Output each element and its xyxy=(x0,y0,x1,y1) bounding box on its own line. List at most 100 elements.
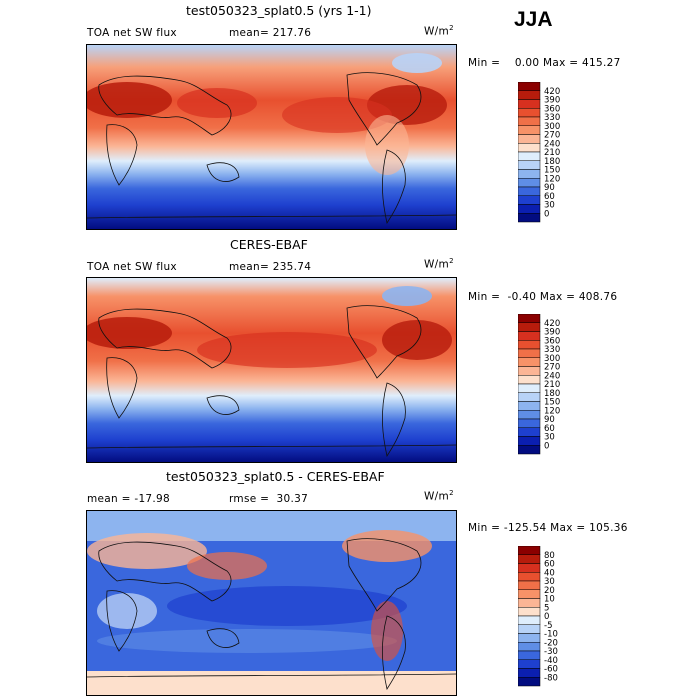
colorbar-swatch xyxy=(517,598,541,608)
colorbar-tick-label: 0 xyxy=(544,209,549,219)
colorbar-swatch xyxy=(517,322,541,332)
panel-1-minmax: Min = 0.00 Max = 415.27 xyxy=(468,57,621,69)
colorbar-tick-label: -5 xyxy=(544,621,552,631)
colorbar-tick-label: 180 xyxy=(544,389,560,399)
colorbar-tick-label: -80 xyxy=(544,673,558,683)
panel-3-map-graphic xyxy=(87,511,456,695)
colorbar-tick-label: 300 xyxy=(544,354,560,364)
colorbar-swatch xyxy=(517,160,541,170)
colorbar-tick-label: 240 xyxy=(544,139,560,149)
colorbar-tick-label: 420 xyxy=(544,87,560,97)
colorbar-tick-label: 80 xyxy=(544,551,555,561)
colorbar-tick-label: 240 xyxy=(544,371,560,381)
colorbar-tick-label: 330 xyxy=(544,113,560,123)
colorbar-swatch xyxy=(517,418,541,428)
colorbar-swatch xyxy=(517,677,541,687)
season-label: JJA xyxy=(514,8,553,31)
colorbar-swatch xyxy=(517,427,541,437)
colorbar-tick-label: 0 xyxy=(544,612,549,622)
colorbar-swatch xyxy=(517,204,541,214)
panel-2-field-name: TOA net SW flux xyxy=(87,261,177,273)
colorbar-tick-label: 420 xyxy=(544,319,560,329)
colorbar-swatch xyxy=(517,607,541,617)
colorbar-tick-label: 120 xyxy=(544,406,560,416)
panel-3-rmse: rmse = 30.37 xyxy=(229,493,309,505)
colorbar-tick-label: 330 xyxy=(544,345,560,355)
colorbar-tick-label: 360 xyxy=(544,104,560,114)
colorbar-swatch xyxy=(517,331,541,341)
colorbar-tick-label: -30 xyxy=(544,647,558,657)
colorbar-swatch xyxy=(517,563,541,573)
colorbar-swatch xyxy=(517,134,541,144)
panel-3-colorbar: 80 60 40 30 20 10 5 0 -5 -10 -20 -30 -40 -60 -80 xyxy=(517,545,598,695)
panel-1-map-graphic xyxy=(87,45,456,229)
colorbar-swatch xyxy=(517,116,541,126)
colorbar-tick-label: 5 xyxy=(544,603,549,613)
colorbar-tick-label: 390 xyxy=(544,328,560,338)
colorbar-swatch xyxy=(517,99,541,109)
colorbar-swatch xyxy=(517,178,541,188)
colorbar-swatch xyxy=(517,633,541,643)
colorbar-tick-label: 300 xyxy=(544,122,560,132)
colorbar-tick-label: 40 xyxy=(544,568,555,578)
colorbar-swatch xyxy=(517,615,541,625)
panel-2-units: W/m2 xyxy=(424,257,454,271)
colorbar-tick-label: 90 xyxy=(544,415,555,425)
colorbar-tick-label: 270 xyxy=(544,131,560,141)
colorbar-tick-label: 210 xyxy=(544,148,560,158)
colorbar-swatch xyxy=(517,572,541,582)
colorbar-tick-label: -20 xyxy=(544,638,558,648)
colorbar-swatch xyxy=(517,340,541,350)
colorbar-swatch xyxy=(517,445,541,455)
colorbar-tick-label: 90 xyxy=(544,183,555,193)
colorbar-swatch xyxy=(517,186,541,196)
colorbar-swatch xyxy=(517,313,541,323)
colorbar-tick-label: 20 xyxy=(544,586,555,596)
colorbar-swatch xyxy=(517,668,541,678)
colorbar-swatch xyxy=(517,650,541,660)
colorbar-swatch xyxy=(517,357,541,367)
colorbar-tick-label: 390 xyxy=(544,96,560,106)
colorbar-swatch xyxy=(517,436,541,446)
panel-3-mean: mean = -17.98 xyxy=(87,493,170,505)
panel-2-map xyxy=(86,277,457,463)
panel-2-title: CERES-EBAF xyxy=(230,237,308,252)
colorbar-swatch xyxy=(517,545,541,555)
panel-2-colorbar: 420 390 360 330 300 270 240 210 180 150 120 90 60 30 0 xyxy=(517,313,598,463)
colorbar-tick-label: 0 xyxy=(544,441,549,451)
colorbar-swatch xyxy=(517,151,541,161)
colorbar-tick-label: 10 xyxy=(544,595,555,605)
panel-2-map-graphic xyxy=(87,278,456,462)
panel-1-units: W/m2 xyxy=(424,24,454,38)
panel-1-map xyxy=(86,44,457,230)
colorbar-swatch xyxy=(517,375,541,385)
colorbar-tick-label: 150 xyxy=(544,398,560,408)
colorbar-tick-label: 180 xyxy=(544,157,560,167)
panel-3-units: W/m2 xyxy=(424,489,454,503)
colorbar-tick-label: 150 xyxy=(544,166,560,176)
colorbar-tick-label: -60 xyxy=(544,665,558,675)
colorbar-tick-label: 270 xyxy=(544,363,560,373)
colorbar-swatch xyxy=(517,213,541,223)
colorbar-tick-label: 120 xyxy=(544,174,560,184)
colorbar-swatch xyxy=(517,125,541,135)
colorbar-tick-label: 30 xyxy=(544,433,555,443)
colorbar-swatch xyxy=(517,143,541,153)
colorbar-tick-label: 60 xyxy=(544,192,555,202)
colorbar-swatch xyxy=(517,589,541,599)
colorbar-tick-label: 30 xyxy=(544,201,555,211)
panel-3-title: test050323_splat0.5 - CERES-EBAF xyxy=(166,469,385,484)
panel-1-colorbar: 420 390 360 330 300 270 240 210 180 150 120 90 60 30 0 xyxy=(517,81,598,231)
panel-3-minmax: Min = -125.54 Max = 105.36 xyxy=(468,522,628,534)
colorbar-tick-label: -10 xyxy=(544,630,558,640)
colorbar-swatch xyxy=(517,392,541,402)
colorbar-swatch xyxy=(517,108,541,118)
colorbar-swatch xyxy=(517,659,541,669)
colorbar-tick-label: 360 xyxy=(544,336,560,346)
colorbar-swatch xyxy=(517,81,541,91)
colorbar-tick-label: 30 xyxy=(544,577,555,587)
colorbar-swatch xyxy=(517,383,541,393)
